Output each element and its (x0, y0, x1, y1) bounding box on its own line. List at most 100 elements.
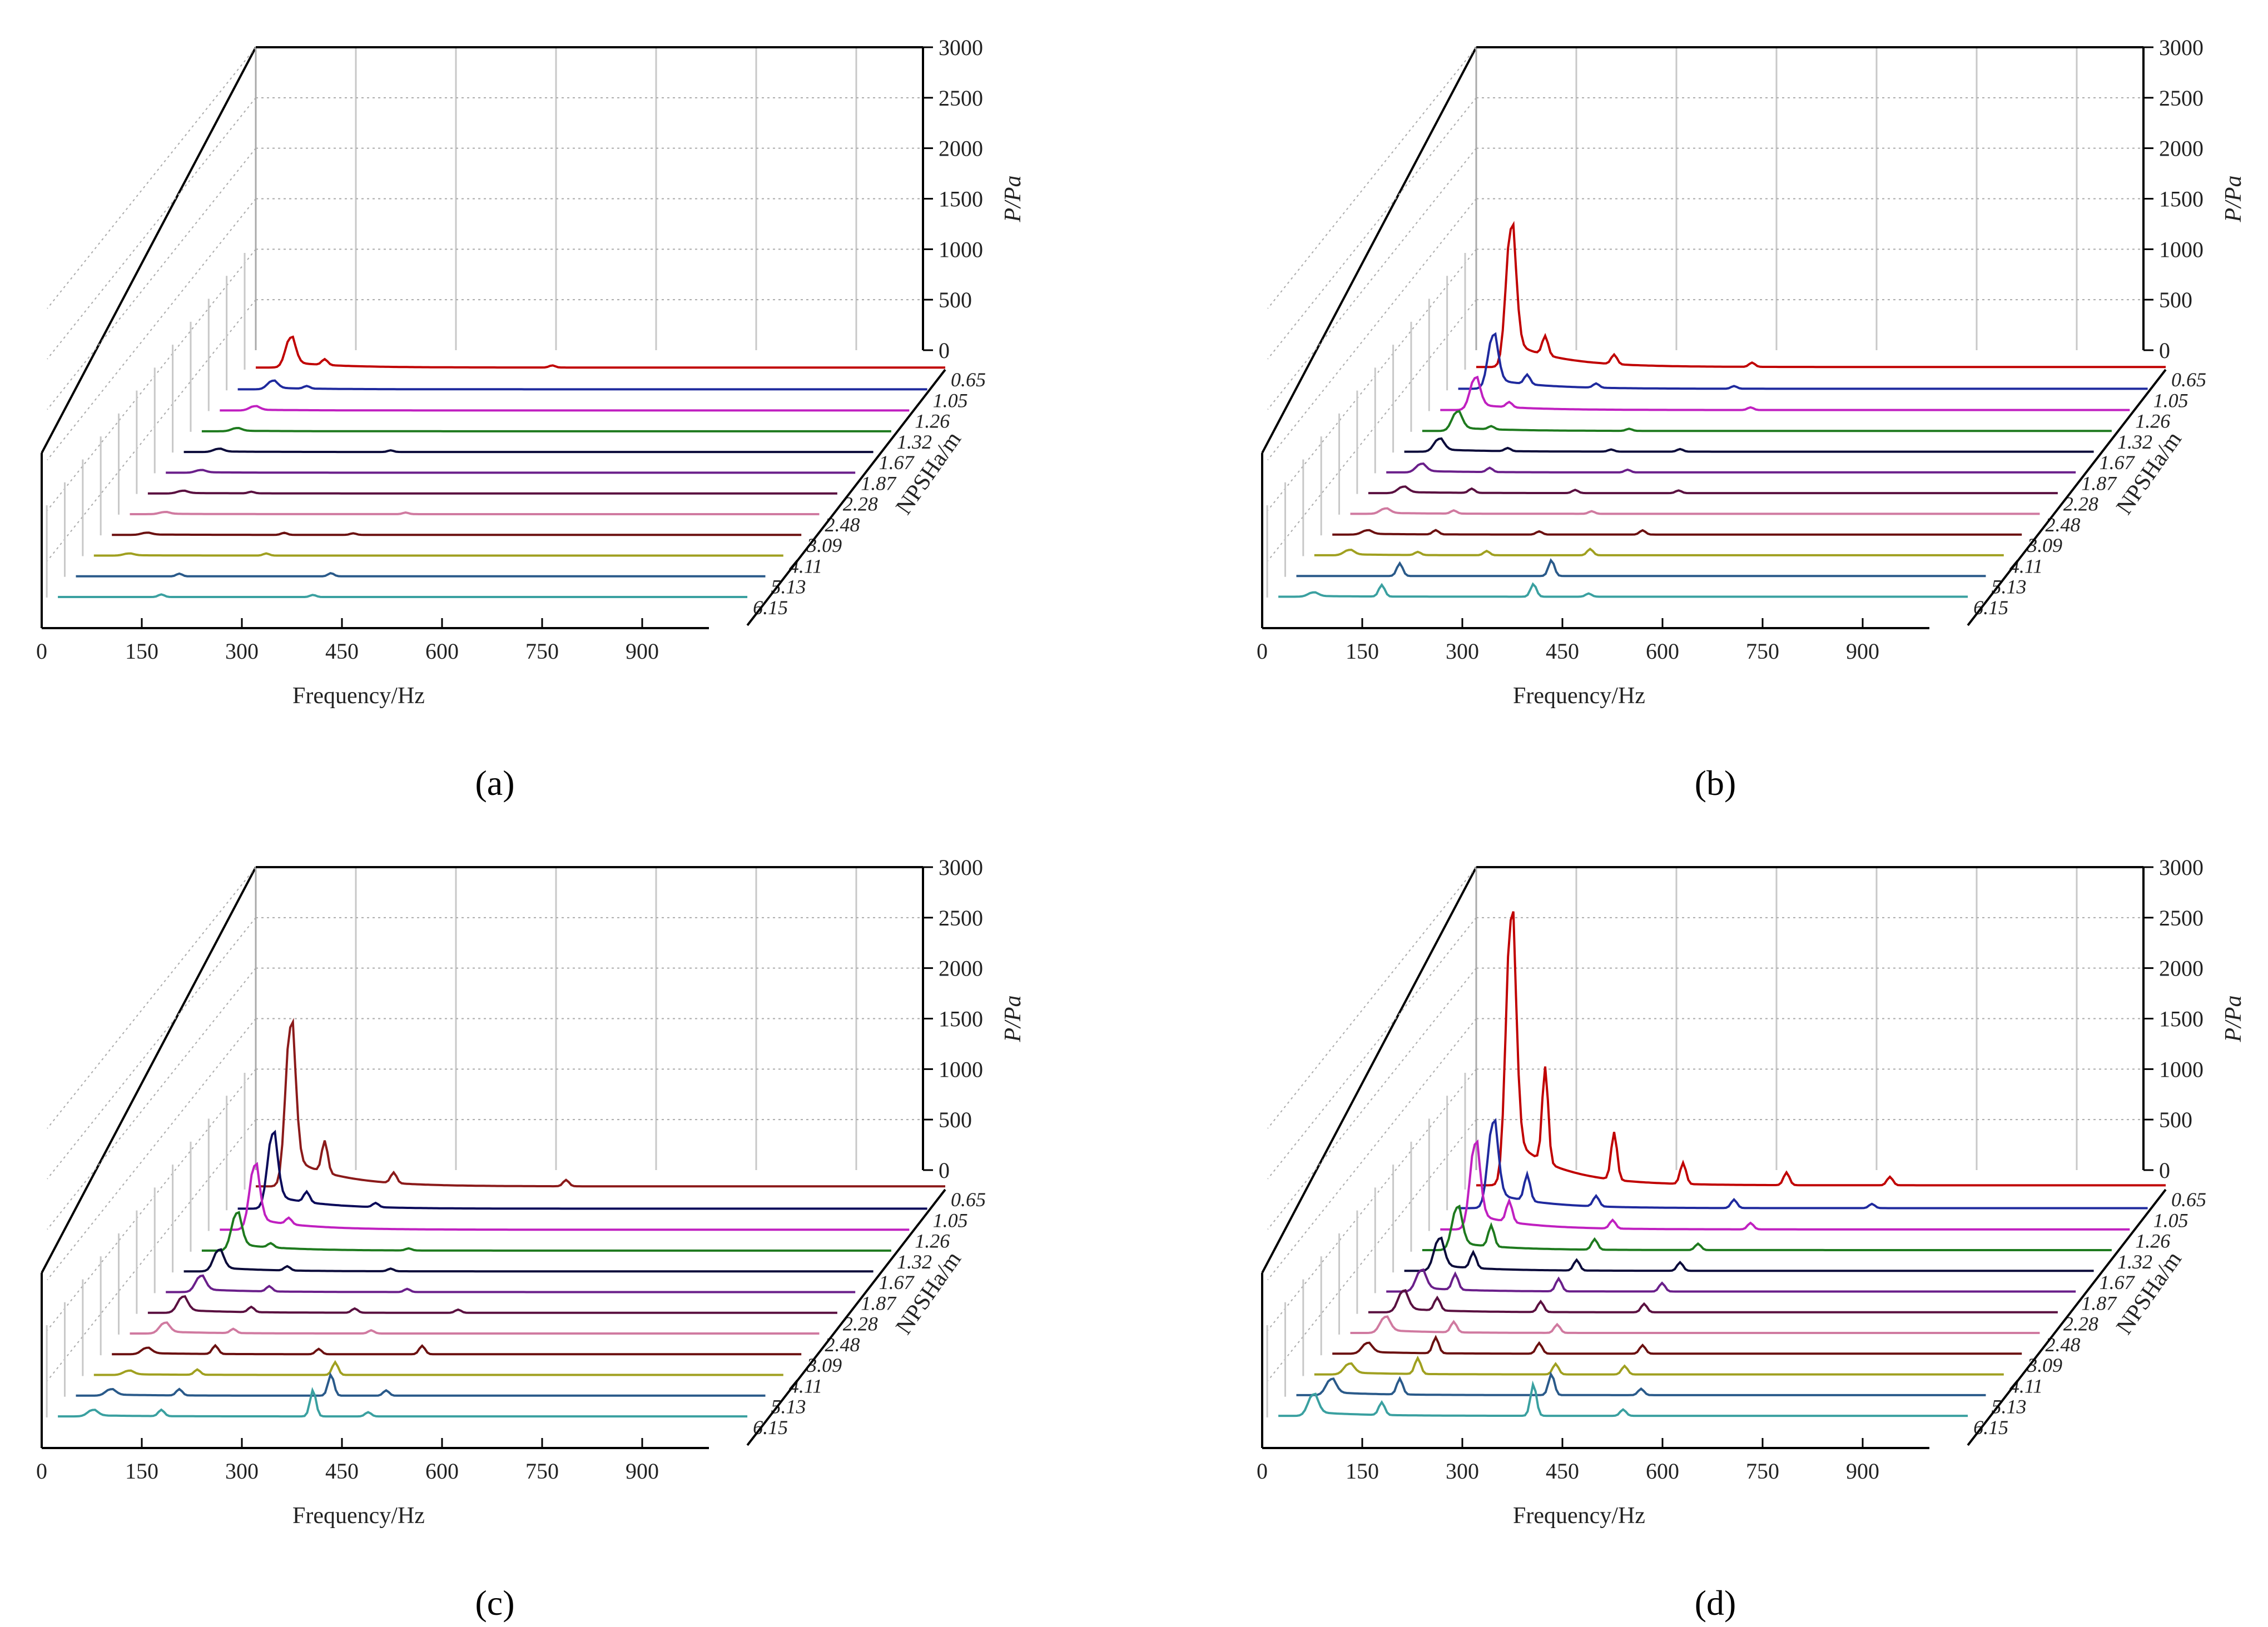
left-wall-grid-3 (47, 1018, 256, 1281)
panel-caption: (d) (1695, 1583, 1736, 1623)
left-wall-grid-4 (47, 968, 256, 1230)
depth-axis-line (1967, 369, 2167, 626)
z-tick-label-5: 2500 (939, 905, 983, 931)
depth-label-1.87: 1.87 (861, 1292, 897, 1314)
depth-label-1.26: 1.26 (2135, 410, 2170, 432)
series-line-1.26 (220, 1162, 910, 1231)
z-tick-label-0: 0 (939, 338, 950, 363)
series-line-1.05 (237, 379, 927, 391)
depth-label-2.28: 2.28 (843, 1313, 878, 1335)
series-line-3.09 (1332, 529, 2022, 536)
z-axis-title: P/Pa (1000, 176, 1026, 223)
z-tick-label-4: 2000 (2159, 136, 2204, 161)
left-wall-grid-5 (47, 97, 256, 360)
panel-b: 050010001500200025003000P/Pa0.651.051.26… (1257, 35, 2246, 803)
depth-label-3.09: 3.09 (806, 534, 842, 556)
z-tick-label-0: 0 (939, 1158, 950, 1183)
series-line-5.13 (1296, 558, 1986, 578)
depth-label-1.87: 1.87 (2081, 1292, 2117, 1314)
depth-label-1.67: 1.67 (2100, 1271, 2136, 1293)
left-wall-grid-6 (1267, 867, 1477, 1129)
z-tick-label-2: 1000 (2159, 237, 2204, 262)
x-tick-label-5: 750 (525, 1459, 559, 1484)
series-line-1.05 (1458, 332, 2148, 390)
depth-label-0.65: 0.65 (951, 369, 986, 391)
x-tick-label-5: 750 (1746, 639, 1779, 664)
left-wall-grid-4 (1267, 968, 1477, 1230)
x-tick-label-3: 450 (1546, 639, 1579, 664)
left-wall-grid-6 (47, 47, 256, 309)
z-tick-label-4: 2000 (939, 956, 983, 981)
left-wall-top-edge (1261, 47, 1477, 454)
x-tick-label-1: 150 (125, 1459, 158, 1484)
series-line-6.15 (1278, 1380, 1968, 1417)
panel-a: 050010001500200025003000P/Pa0.651.051.26… (36, 35, 1026, 803)
series-line-1.26 (1440, 1139, 2130, 1231)
x-tick-label-2: 300 (1446, 639, 1479, 664)
x-tick-label-0: 0 (1257, 639, 1268, 664)
depth-label-1.87: 1.87 (861, 472, 897, 494)
x-tick-label-4: 600 (1646, 639, 1679, 664)
z-tick-label-6: 3000 (2159, 35, 2204, 60)
depth-label-2.28: 2.28 (2063, 1313, 2098, 1335)
series-line-5.13 (76, 571, 766, 578)
left-wall-grid-3 (1267, 1018, 1477, 1281)
left-wall-top-edge (1261, 867, 1477, 1273)
series-line-2.28 (147, 489, 837, 495)
x-tick-label-1: 150 (125, 639, 158, 664)
z-tick-label-0: 0 (2159, 338, 2170, 363)
z-tick-label-0: 0 (2159, 1158, 2170, 1183)
depth-label-3.09: 3.09 (2027, 1354, 2062, 1376)
z-tick-label-5: 2500 (2159, 86, 2204, 111)
z-tick-label-6: 3000 (939, 35, 983, 60)
series-line-1.87 (166, 1274, 856, 1293)
x-tick-label-3: 450 (325, 639, 359, 664)
depth-label-1.87: 1.87 (2081, 472, 2117, 494)
series-line-5.13 (1296, 1371, 1986, 1396)
x-tick-label-2: 300 (1446, 1459, 1479, 1484)
left-wall-grid-5 (1267, 97, 1477, 360)
x-tick-label-5: 750 (525, 639, 559, 664)
panel-c: 050010001500200025003000P/Pa0.651.051.26… (36, 855, 1026, 1623)
depth-label-3.09: 3.09 (806, 1354, 842, 1376)
depth-label-1.26: 1.26 (915, 1230, 950, 1252)
series-line-6.15 (1278, 582, 1968, 598)
z-tick-label-6: 3000 (2159, 855, 2204, 880)
left-wall-grid-1 (47, 1119, 256, 1381)
z-tick-label-3: 1500 (2159, 1007, 2204, 1032)
z-tick-label-1: 500 (2159, 1107, 2192, 1132)
series-line-4.11 (1314, 1355, 2004, 1376)
x-tick-label-6: 900 (626, 1459, 659, 1484)
series-line-1.87 (1386, 462, 2076, 474)
x-tick-label-4: 600 (425, 639, 459, 664)
z-tick-label-4: 2000 (939, 136, 983, 161)
x-axis-title: Frequency/Hz (292, 683, 425, 709)
x-tick-label-1: 150 (1346, 639, 1379, 664)
series-line-1.67 (1404, 437, 2094, 453)
series-line-2.28 (1368, 1289, 2058, 1313)
series-line-2.48 (1350, 1315, 2040, 1334)
series-line-4.11 (93, 1360, 783, 1376)
depth-label-2.28: 2.28 (2063, 493, 2098, 515)
left-wall-top-edge (41, 47, 257, 454)
depth-label-1.67: 1.67 (2100, 451, 2136, 474)
left-wall-grid-2 (47, 248, 256, 511)
x-tick-label-6: 900 (626, 639, 659, 664)
z-tick-label-3: 1500 (2159, 187, 2204, 212)
x-tick-label-2: 300 (225, 639, 259, 664)
depth-label-1.32: 1.32 (2117, 1251, 2152, 1273)
series-line-0.65 (1476, 221, 2166, 369)
depth-label-6.15: 6.15 (1973, 596, 2008, 619)
series-line-2.48 (1350, 507, 2040, 515)
z-tick-label-2: 1000 (939, 1057, 983, 1082)
series-line-1.87 (1386, 1268, 2076, 1293)
z-tick-label-5: 2500 (939, 86, 983, 111)
series-line-1.67 (183, 1248, 874, 1273)
x-tick-label-2: 300 (225, 1459, 259, 1484)
panel-d: 050010001500200025003000P/Pa0.651.051.26… (1257, 855, 2246, 1623)
series-line-0.65 (256, 335, 945, 369)
series-line-1.26 (1440, 375, 2130, 411)
z-tick-label-4: 2000 (2159, 956, 2204, 981)
series-line-1.87 (166, 469, 856, 474)
depth-label-0.65: 0.65 (951, 1188, 986, 1211)
